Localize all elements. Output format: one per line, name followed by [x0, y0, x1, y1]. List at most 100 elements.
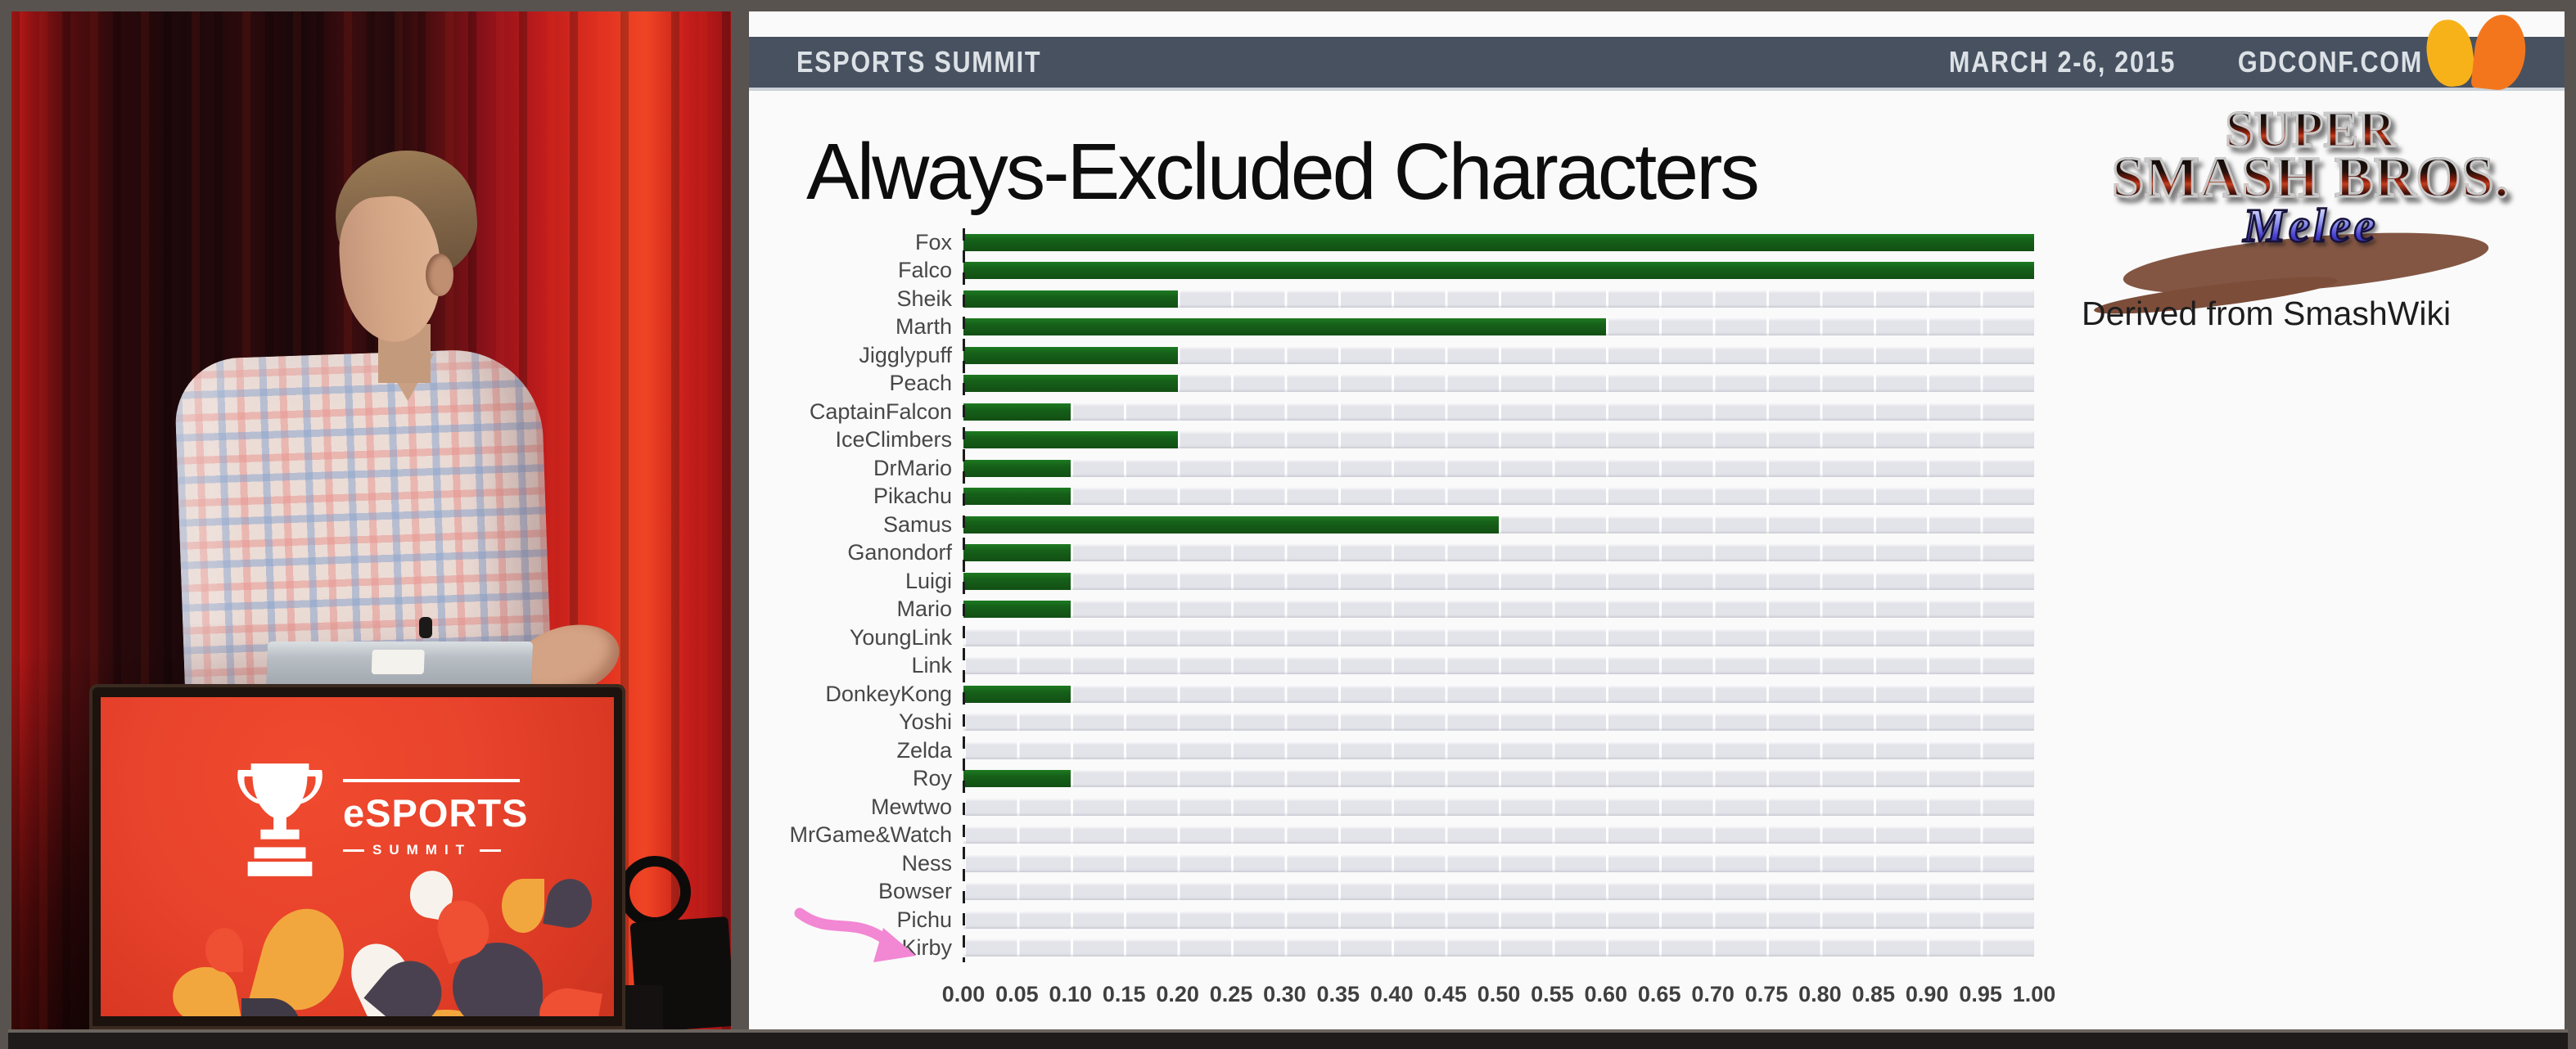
bar-track [963, 628, 2034, 646]
x-tick-label: 1.00 [2012, 982, 2056, 1006]
x-tick-label: 0.25 [1209, 982, 1253, 1006]
chart-row: Kirby [749, 934, 2059, 963]
petal-decoration [241, 998, 300, 1016]
category-label: Marth [895, 314, 952, 340]
bar [963, 290, 1178, 308]
smash-bros-melee-logo: SUPER SMASH BROS. Melee [2092, 104, 2524, 322]
x-tick-label: 0.55 [1531, 982, 1574, 1006]
logo-line-melee: Melee [2098, 200, 2524, 250]
chart-row: Mario [749, 596, 2059, 624]
sponsor-wordmark: eSPORTS SUMMIT [343, 779, 548, 858]
bar-track [963, 233, 2034, 251]
bar-track [963, 431, 2034, 449]
sponsor-sub-brand: SUMMIT [372, 842, 472, 858]
category-label: Sheik [896, 286, 952, 311]
x-tick-label: 0.40 [1369, 982, 1414, 1006]
bar [963, 403, 1071, 421]
bar-track [963, 657, 2034, 675]
chart-row: Marth [749, 313, 2059, 342]
category-label: Link [911, 653, 952, 678]
pink-hand-drawn-arrow-icon [794, 907, 916, 962]
category-label: MrGame&Watch [789, 822, 952, 848]
x-tick-label: 0.85 [1852, 982, 1896, 1006]
bar-track [963, 403, 2034, 421]
header-date: MARCH 2-6, 2015 [1948, 45, 2176, 79]
category-label: YoungLink [849, 624, 952, 650]
petal-decoration [543, 875, 596, 932]
category-label: Jigglypuff [859, 342, 952, 367]
x-tick-label: 0.65 [1637, 982, 1681, 1006]
letterbox-strip [8, 1029, 2568, 1049]
category-label: Ganondorf [847, 540, 952, 565]
chart-row: Fox [749, 228, 2059, 257]
category-label: Roy [912, 766, 952, 791]
chart-row: Pichu [749, 906, 2059, 934]
logo-line-super: SUPER [2098, 104, 2524, 156]
zero-axis-dashed-line [963, 228, 965, 962]
petal-decoration [502, 879, 544, 933]
category-label: DrMario [873, 455, 952, 480]
x-tick-label: 0.95 [1959, 982, 2002, 1006]
gdc-petal-orange [2470, 12, 2529, 92]
x-tick-label: 0.60 [1584, 982, 1628, 1006]
bar-track [963, 262, 2034, 280]
category-label: Fox [914, 229, 952, 254]
x-tick-label: 0.30 [1263, 982, 1306, 1006]
header-site: GDCONF.COM [2237, 45, 2423, 79]
chart-row: Bowser [749, 878, 2059, 907]
category-label: IceClimbers [835, 427, 952, 452]
sponsor-brand: eSPORTS [343, 791, 529, 835]
chart-row: IceClimbers [749, 426, 2059, 455]
chart-row: Link [749, 652, 2059, 681]
chart-row: Mewtwo [749, 793, 2059, 822]
x-tick-label: 0.90 [1905, 982, 1949, 1006]
bar-track [963, 883, 2034, 901]
category-label: Pichu [896, 907, 952, 932]
bar-track [963, 685, 2034, 703]
cable-coil [619, 856, 691, 928]
bar [963, 431, 1178, 449]
x-tick-label: 0.35 [1316, 982, 1360, 1006]
bar-track [963, 741, 2034, 759]
bar-track [963, 459, 2034, 477]
bar-chart: Fox Falco Sheik Marth Jigglypuff Peach Captain… [749, 228, 2059, 962]
presenter-ear [426, 254, 453, 296]
chart-row: MrGame&Watch [749, 822, 2059, 850]
header-event-name: ESPORTS SUMMIT [796, 45, 1042, 79]
bar [963, 770, 1071, 788]
chart-row: Peach [749, 370, 2059, 398]
petal-decoration [397, 1010, 495, 1016]
bar-track [963, 318, 2034, 336]
bar [963, 459, 1071, 477]
podium: eSPORTS SUMMIT [89, 684, 625, 1029]
chart-row: DonkeyKong [749, 680, 2059, 709]
bar [963, 262, 2034, 280]
bar-track [963, 346, 2034, 364]
category-label: Samus [882, 511, 952, 537]
bar-track [963, 488, 2034, 506]
category-label: Ness [901, 850, 952, 876]
slide-header-bar: ESPORTS SUMMIT MARCH 2-6, 2015 GDCONF.CO… [749, 12, 2565, 92]
x-tick-label: 0.70 [1691, 982, 1735, 1006]
bar [963, 233, 2034, 251]
x-axis-tick-labels: 0.00 0.05 0.10 0.15 0.20 0.25 0.30 0.35 0.40 0.45… [749, 982, 2141, 1015]
x-tick-label: 0.45 [1423, 982, 1467, 1006]
chart-row: Pikachu [749, 483, 2059, 511]
category-label: Mario [896, 597, 952, 622]
petal-decoration [535, 984, 603, 1016]
x-tick-label: 0.50 [1477, 982, 1521, 1006]
chart-row: Yoshi [749, 709, 2059, 737]
source-note: Derived from SmashWiki [2082, 295, 2452, 332]
presentation-slide: ESPORTS SUMMIT MARCH 2-6, 2015 GDCONF.CO… [749, 11, 2565, 1029]
chart-row: Ganondorf [749, 539, 2059, 568]
x-tick-label: 0.20 [1156, 982, 1199, 1006]
chart-row: DrMario [749, 454, 2059, 483]
chart-row: Luigi [749, 567, 2059, 596]
bar-track [963, 515, 2034, 534]
petal-decoration [205, 928, 243, 972]
rule-line [343, 779, 520, 782]
category-label: Bowser [877, 879, 952, 904]
chart-row: Sheik [749, 285, 2059, 313]
bar [963, 375, 1178, 393]
